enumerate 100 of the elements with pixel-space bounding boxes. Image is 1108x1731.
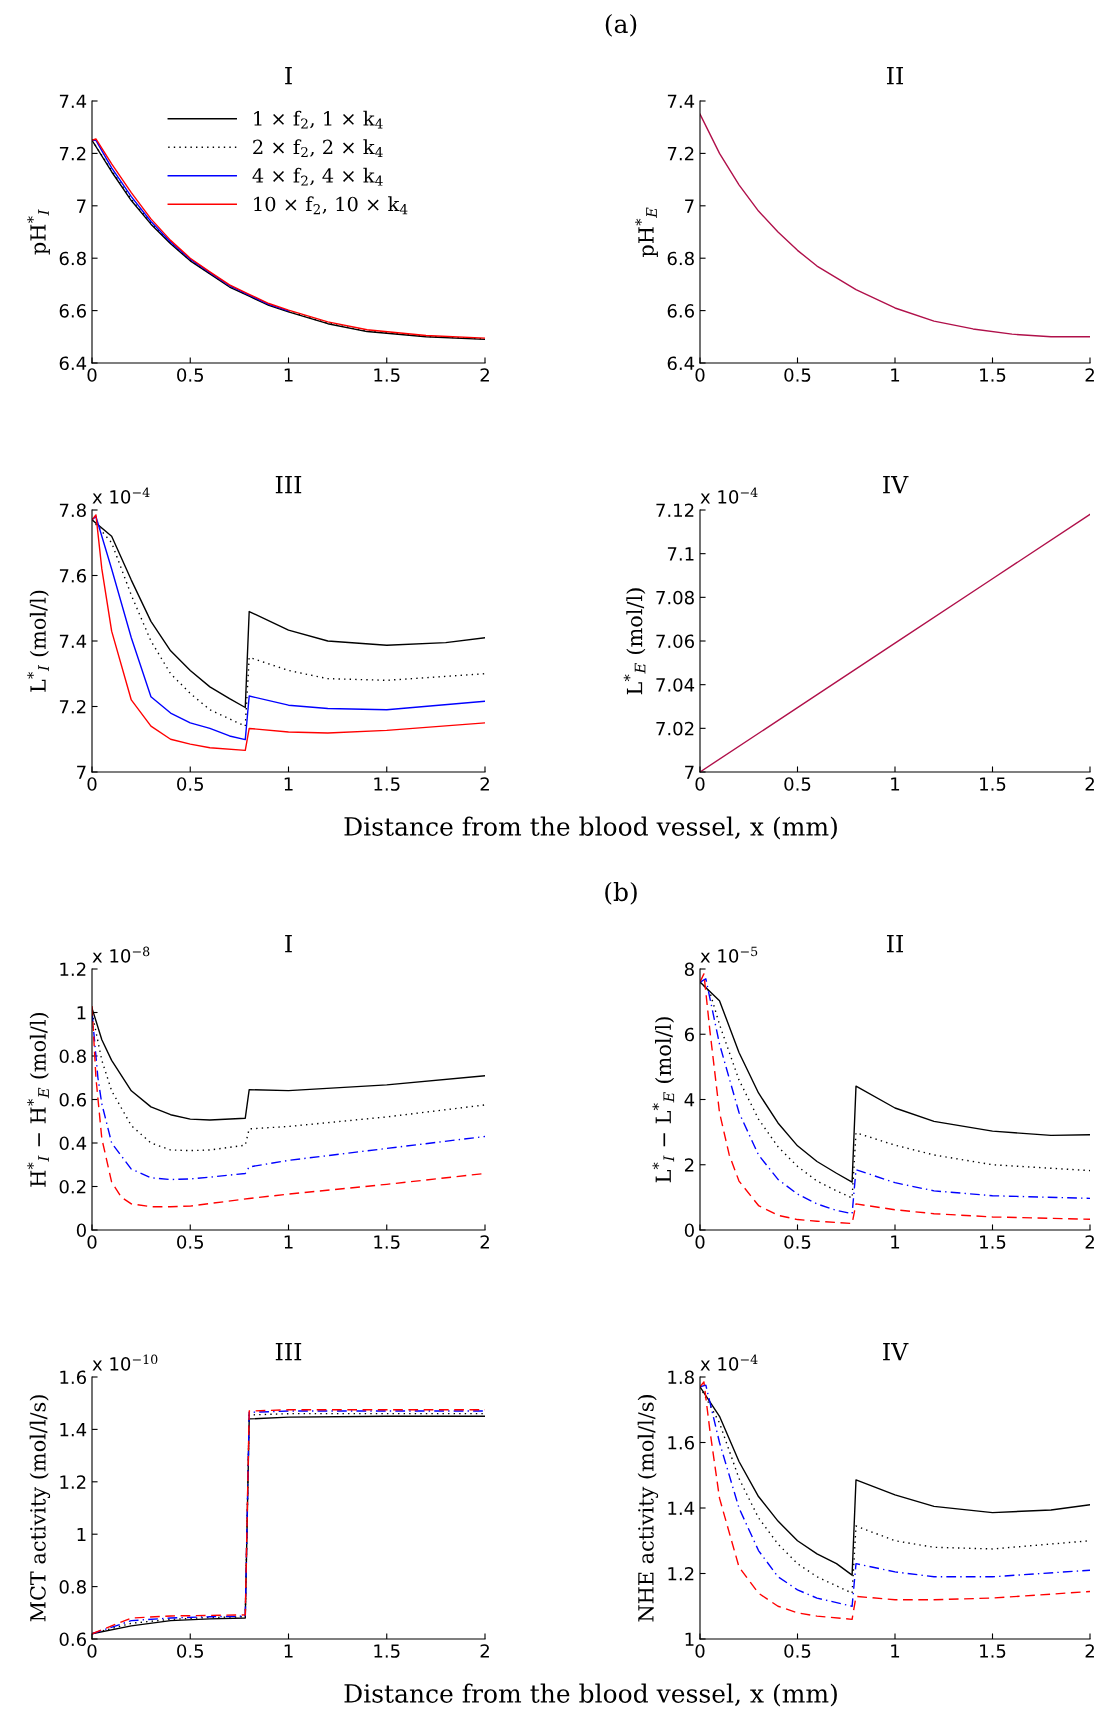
y-axis-title: MCT activity (mol/l/s) <box>29 1395 51 1622</box>
y-tick-label: 1 <box>77 1527 86 1542</box>
y-tick-label: 1.2 <box>60 962 86 976</box>
chart-title: III <box>275 1343 302 1361</box>
y-tick-label: 7.06 <box>656 634 694 649</box>
x-tick-label: 2 <box>480 777 489 791</box>
x-tick-label: 0.5 <box>784 368 811 382</box>
x-tick-label: 1 <box>284 368 293 382</box>
x-tick-label: 0 <box>695 1644 705 1658</box>
legend-label: 2 × f$_{2}$, 2 × k$_{4}$ <box>253 139 383 158</box>
y-tick-label: 7.08 <box>656 590 694 605</box>
y-tick-label: 1.8 <box>668 1370 694 1385</box>
x-tick-label: 0 <box>87 1235 97 1249</box>
y-tick-label: 6.8 <box>59 251 86 266</box>
x-tick-label: 0 <box>695 368 705 382</box>
y-tick-label: 7.2 <box>667 146 694 161</box>
x-tick-label: 0 <box>695 777 705 791</box>
x-tick-label: 0.5 <box>784 1644 811 1658</box>
x-axis-title: Distance from the blood vessel, x (mm) <box>344 1683 837 1707</box>
chart-title: III <box>275 476 302 494</box>
y-tick-label: 2 <box>684 1158 694 1172</box>
x-tick-label: 2 <box>480 1644 489 1658</box>
y-tick-label: 0 <box>76 1223 86 1238</box>
y-tick-label: 1.2 <box>60 1475 86 1489</box>
x-tick-label: 1 <box>891 1235 900 1249</box>
legend-label: 10 × f$_{2}$, 10 × k$_{4}$ <box>254 196 408 215</box>
x-tick-label: 1.5 <box>374 1235 400 1249</box>
x-tick-label: 1.5 <box>374 777 400 791</box>
x-tick-label: 1 <box>891 368 900 382</box>
x-tick-label: 0 <box>87 1644 97 1658</box>
chart-title: II <box>886 67 904 85</box>
x-tick-label: 0.5 <box>177 1644 204 1658</box>
y-tick-label: 6.8 <box>667 251 694 266</box>
x-tick-label: 1.5 <box>374 368 400 382</box>
y-tick-label: 7.12 <box>656 503 694 517</box>
x-tick-label: 2 <box>1085 1644 1094 1658</box>
y-tick-label: 7.02 <box>656 721 694 736</box>
y-tick-label: 1.4 <box>668 1501 695 1515</box>
y-tick-label: 7.4 <box>667 94 695 108</box>
line-series <box>700 513 1090 772</box>
x-tick-label: 2 <box>480 1235 489 1249</box>
x-tick-label: 0 <box>87 777 97 791</box>
text: x 10$^{−4}$ <box>700 487 758 504</box>
x-axis-title: Distance from the blood vessel, x (mm) <box>344 816 837 840</box>
chart-title: IV <box>883 476 909 494</box>
x-tick-label: 1 <box>891 777 900 791</box>
y-tick-label: 8 <box>684 962 694 977</box>
y-tick-label: 7.2 <box>59 699 86 714</box>
x-tick-label: 0.5 <box>784 1235 811 1249</box>
text: x 10$^{−10}$ <box>92 1354 158 1371</box>
y-tick-label: 7 <box>77 199 86 213</box>
y-tick-label: 6.4 <box>59 356 87 371</box>
x-tick-label: 2 <box>1085 777 1094 791</box>
y-tick-label: 7.04 <box>656 678 695 692</box>
y-tick-label: 6.4 <box>667 356 695 371</box>
x-tick-label: 1.5 <box>374 1644 400 1658</box>
x-tick-label: 1.5 <box>980 1235 1006 1249</box>
y-axis-title: pH$^{*}$$_{E}$ <box>635 207 658 257</box>
text: (a) <box>605 13 637 37</box>
x-tick-label: 0.5 <box>177 777 204 791</box>
y-tick-label: 7.6 <box>59 568 86 583</box>
y-tick-label: 7.1 <box>667 547 694 561</box>
y-tick-label: 0.4 <box>59 1136 87 1151</box>
x-tick-label: 0.5 <box>177 368 204 382</box>
y-tick-label: 7.2 <box>59 146 86 161</box>
x-tick-label: 1 <box>284 777 293 791</box>
y-axis-title: L$^{*}$$_{E}$ (mol/l) <box>623 588 646 695</box>
x-tick-label: 0 <box>695 1235 705 1249</box>
y-tick-label: 7 <box>685 199 694 213</box>
y-tick-label: 1.6 <box>60 1370 86 1385</box>
text: (b) <box>605 881 637 905</box>
legend-label: 1 × f$_{2}$, 1 × k$_{4}$ <box>254 110 383 129</box>
y-tick-label: 0.6 <box>59 1632 86 1647</box>
x-tick-label: 1 <box>891 1644 900 1658</box>
y-tick-label: 1 <box>685 1632 694 1646</box>
x-tick-label: 1 <box>284 1235 293 1249</box>
y-tick-label: 6.6 <box>667 304 694 318</box>
y-tick-label: 7.4 <box>59 94 87 108</box>
y-tick-label: 0 <box>684 1223 694 1238</box>
chart-title: IV <box>883 1343 909 1361</box>
y-tick-label: 6.6 <box>59 304 86 318</box>
line-series <box>700 113 1090 338</box>
y-axis-title: H$^{*}$$_{I}$ − H$^{*}$$_{E}$ (mol/l) <box>27 1013 49 1187</box>
text: x 10$^{−5}$ <box>700 946 758 963</box>
y-tick-label: 0.8 <box>59 1049 86 1064</box>
x-tick-label: 1.5 <box>980 777 1006 791</box>
text: x 10$^{−4}$ <box>700 1354 758 1371</box>
chart-title: I <box>285 67 292 85</box>
y-axis-title: L$^{*}$$_{I}$ (mol/l) <box>27 590 49 692</box>
y-tick-label: 7.8 <box>59 503 86 518</box>
text: x 10$^{−8}$ <box>92 946 150 963</box>
chart-title: I <box>285 935 292 953</box>
y-axis-title: pH$^{*}$$_{I}$ <box>27 209 50 255</box>
x-tick-label: 1.5 <box>980 1644 1006 1658</box>
x-tick-label: 2 <box>1085 1235 1094 1249</box>
x-tick-label: 2 <box>1085 368 1094 382</box>
y-tick-label: 1.6 <box>668 1435 694 1450</box>
y-tick-label: 6 <box>684 1027 694 1042</box>
y-tick-label: 7 <box>77 765 86 779</box>
y-tick-label: 7.4 <box>59 634 87 648</box>
